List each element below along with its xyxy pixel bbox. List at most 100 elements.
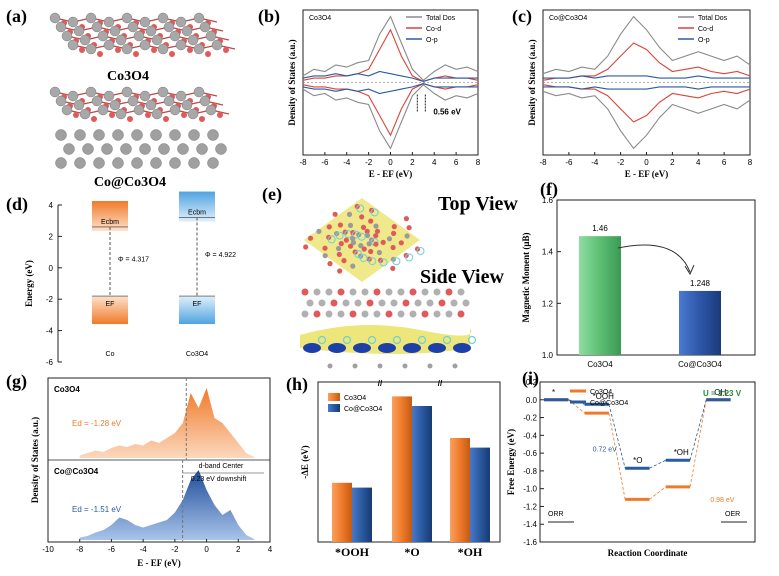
x-tick-label: -6: [565, 158, 573, 167]
panel-f-label: (f): [540, 179, 558, 200]
orr-label: ORR: [548, 511, 564, 518]
x-tick-label: 8: [476, 158, 481, 167]
legend-label: Co@Co3O4: [344, 406, 382, 413]
atom: [421, 310, 429, 318]
co-atom: [215, 143, 227, 155]
co-atom: [127, 21, 139, 33]
atom: [354, 299, 362, 307]
co-atom: [163, 95, 175, 107]
atom: [406, 225, 412, 231]
atom: [341, 258, 347, 264]
panel-h-label: (h): [286, 374, 308, 395]
bar-Co3O4-*OH: [450, 438, 470, 542]
atom: [327, 261, 333, 267]
atom: [457, 288, 465, 296]
gap-annotation: 0.56 eV: [433, 108, 461, 117]
dos-line-co-d-down: [302, 83, 479, 137]
co-atom: [79, 108, 91, 120]
charge-depletion: [356, 204, 365, 213]
x-tick-label: *OOH: [335, 545, 370, 559]
atom: [373, 310, 381, 318]
co-atom: [177, 143, 189, 155]
co-atom: [121, 12, 133, 24]
charge-depletion: [327, 235, 336, 244]
co-atom: [127, 95, 139, 107]
axis-break: //: [438, 379, 443, 388]
atom: [380, 239, 386, 245]
dos-chart-co-co3o4: -8 -6 -4 -2 0 2 4 6 8 E - EF (eV) Density of State…: [527, 9, 753, 179]
x-tick-label: 6: [454, 158, 459, 167]
atom: [368, 248, 374, 255]
atom: [359, 214, 365, 220]
co-atom: [97, 104, 109, 116]
atom: [452, 363, 458, 369]
atom: [326, 224, 332, 230]
co-atom: [103, 90, 115, 102]
y-tick-label: 1.2: [542, 299, 554, 308]
atom: [364, 228, 370, 234]
dos-chart-co3o4: -8 -6 -4 -2 0 2 4 6 8 E - EF (eV) Density of State…: [287, 9, 481, 179]
panel-g-label: (g): [6, 371, 27, 392]
atom: [433, 310, 441, 318]
atom: [361, 246, 367, 252]
d-band-center-label: d-band Center: [199, 463, 244, 470]
connector: [689, 399, 707, 461]
atom: [360, 224, 367, 230]
x-tick-label: *O: [404, 545, 419, 559]
atom: [373, 241, 379, 247]
intermediate-label: *OH: [674, 448, 689, 457]
atom: [349, 310, 357, 318]
panel-d-label: (d): [6, 194, 28, 215]
x-tick-label: -8: [539, 158, 547, 167]
ef-label: EF: [193, 301, 202, 308]
caption-co3o4: Co3O4: [107, 69, 149, 84]
co-atom: [205, 30, 217, 42]
co-atom: [187, 34, 199, 46]
dos-line-o-p-up: [302, 70, 478, 82]
atom: [346, 211, 353, 217]
co-atom: [112, 129, 124, 141]
co-atom: [49, 86, 61, 98]
charge-depletion: [354, 250, 363, 258]
atom: [306, 299, 314, 307]
co-atom: [61, 30, 73, 42]
y-tick-label: -1.6: [523, 538, 537, 547]
connector: [649, 459, 666, 469]
co-atom: [73, 99, 85, 111]
co-atom: [157, 86, 169, 98]
legend-label: Co3O4: [344, 395, 366, 402]
bar-Co@Co3O4-*O: [412, 406, 432, 542]
plot-frame: [556, 199, 756, 356]
co-atom: [120, 143, 132, 155]
co-atom: [55, 157, 67, 169]
atom: [421, 288, 429, 296]
panel-b-label: (b): [258, 6, 280, 27]
atom: [438, 299, 446, 307]
x-tick-label: -10: [42, 545, 54, 554]
charge-depletion: [357, 232, 366, 241]
panel-c: (c) -8 -6 -4 -2 0 2 4 6 8 E - EF (eV) Density of S…: [512, 6, 753, 179]
crystal-structure-co3o4: [49, 12, 236, 57]
y-tick-label: -1.0: [523, 485, 537, 494]
co-atom: [91, 95, 103, 107]
trend-arrowhead: [684, 264, 695, 276]
charge-depletion: [392, 257, 401, 266]
atom: [322, 245, 328, 251]
atom: [409, 288, 417, 296]
top-view-label: Top View: [438, 193, 518, 215]
co-atom: [163, 21, 175, 33]
atom: [404, 233, 410, 239]
co-atom: [55, 21, 67, 33]
co-atom: [85, 12, 97, 24]
o-atom: [205, 51, 211, 57]
oer-label: OER: [725, 511, 740, 518]
co-atom: [169, 157, 181, 169]
co-atom: [169, 129, 181, 141]
co-atom: [74, 129, 86, 141]
atom: [398, 240, 404, 246]
y-tick-label: 2: [49, 232, 54, 241]
y-axis-label: Free Energy (eV): [506, 429, 516, 495]
magnetic-moment-chart: 1.6 1.4 1.2 1.0 Magnetic Moment (μB) 1.46 Co3O…: [521, 196, 756, 369]
y-axis-label: Density of States (a.u.): [287, 39, 297, 125]
charge-accumulation: [353, 343, 371, 353]
